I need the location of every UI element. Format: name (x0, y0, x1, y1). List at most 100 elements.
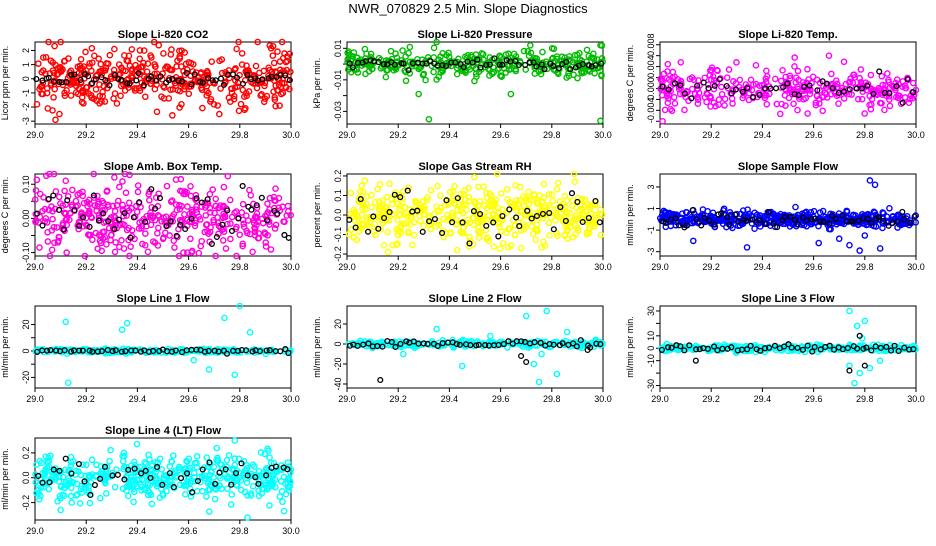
data-point (106, 82, 113, 89)
data-point (111, 90, 119, 97)
data-point (533, 221, 541, 229)
data-point (405, 67, 412, 74)
data-point (272, 68, 279, 75)
data-point (550, 226, 557, 233)
data-point (367, 57, 374, 64)
data-point (141, 459, 148, 466)
data-point (736, 76, 744, 84)
data-point-outlier (538, 350, 545, 358)
data-point (803, 222, 810, 230)
data-point (375, 59, 382, 66)
data-point (51, 42, 58, 50)
data-point (133, 482, 141, 490)
data-point (751, 225, 758, 232)
data-point (122, 189, 130, 197)
x-tick-label: 29.2 (77, 130, 95, 140)
data-point-outlier (856, 332, 863, 339)
data-point (219, 221, 226, 228)
data-point (704, 207, 711, 215)
data-point (848, 91, 855, 98)
data-point (155, 41, 163, 49)
data-point (216, 474, 224, 482)
data-point (46, 479, 53, 486)
data-point (112, 221, 119, 229)
data-point (540, 204, 547, 212)
data-point-outlier (743, 244, 751, 251)
data-point (832, 77, 840, 84)
data-point (781, 214, 788, 221)
data-point (718, 83, 725, 91)
data-point (125, 466, 132, 473)
data-point (124, 57, 132, 65)
data-point (44, 472, 52, 479)
y-tick-label: -0.1 (333, 227, 343, 243)
data-point (763, 91, 770, 99)
data-point (163, 487, 170, 495)
data-point (477, 64, 484, 71)
data-point (420, 222, 427, 230)
data-point (504, 196, 511, 203)
data-point (794, 344, 801, 351)
data-point (281, 231, 288, 239)
data-point (524, 207, 531, 214)
data-point (98, 74, 105, 81)
data-point (222, 466, 229, 473)
data-point (370, 228, 378, 235)
data-point (529, 230, 537, 238)
data-point (879, 209, 886, 216)
x-tick-label: 29.6 (492, 262, 510, 272)
data-point (379, 343, 386, 350)
data-point (491, 216, 498, 223)
data-point (849, 218, 857, 225)
data-point (208, 58, 215, 65)
chart-title: Slope Li-820 Temp. (738, 29, 837, 41)
data-point (733, 59, 740, 66)
data-point (206, 471, 214, 479)
x-tick-label: 30.0 (594, 130, 612, 140)
data-point (577, 337, 584, 344)
y-tick-label: -0.2 (333, 246, 343, 262)
data-point (109, 472, 116, 479)
data-point (788, 344, 795, 351)
data-point (433, 203, 440, 210)
data-point (243, 479, 251, 486)
y-tick-label: -0.10 (21, 242, 31, 263)
data-point (413, 199, 421, 206)
data-point (405, 341, 413, 349)
data-point (133, 440, 141, 448)
data-point (282, 346, 289, 353)
data-point (79, 347, 86, 354)
data-point (546, 232, 553, 239)
data-point (786, 74, 794, 82)
y-tick-label: 0.2 (333, 170, 343, 183)
x-tick-label: 29.6 (180, 130, 198, 140)
data-point-outlier (487, 332, 494, 340)
data-point (63, 87, 70, 94)
data-point (63, 221, 71, 229)
data-point (240, 220, 247, 228)
data-point (728, 90, 735, 97)
x-tick-label: 29.0 (651, 130, 669, 140)
data-point (345, 230, 353, 238)
data-point (90, 170, 98, 178)
data-point (163, 473, 170, 481)
x-tick-label: 29.8 (231, 394, 249, 404)
data-point (39, 54, 47, 61)
data-point (68, 470, 75, 477)
data-point (491, 55, 498, 62)
data-point (855, 217, 862, 224)
data-point (144, 248, 152, 256)
data-point (573, 215, 581, 223)
data-point (274, 48, 281, 55)
data-point (718, 90, 726, 98)
data-point (414, 207, 421, 214)
data-point-outlier (861, 362, 868, 369)
data-point (346, 216, 353, 223)
y-tick-label: -2 (21, 103, 31, 111)
data-point (492, 214, 500, 222)
data-point (131, 488, 138, 496)
data-point-outlier (425, 115, 433, 123)
data-point (212, 480, 219, 487)
chart-panel-4: Slope Amb. Box Temp. 29.0 29.2 29.4 29.6 29.8… (0, 161, 300, 272)
y-tick-label: 1 (21, 62, 31, 67)
